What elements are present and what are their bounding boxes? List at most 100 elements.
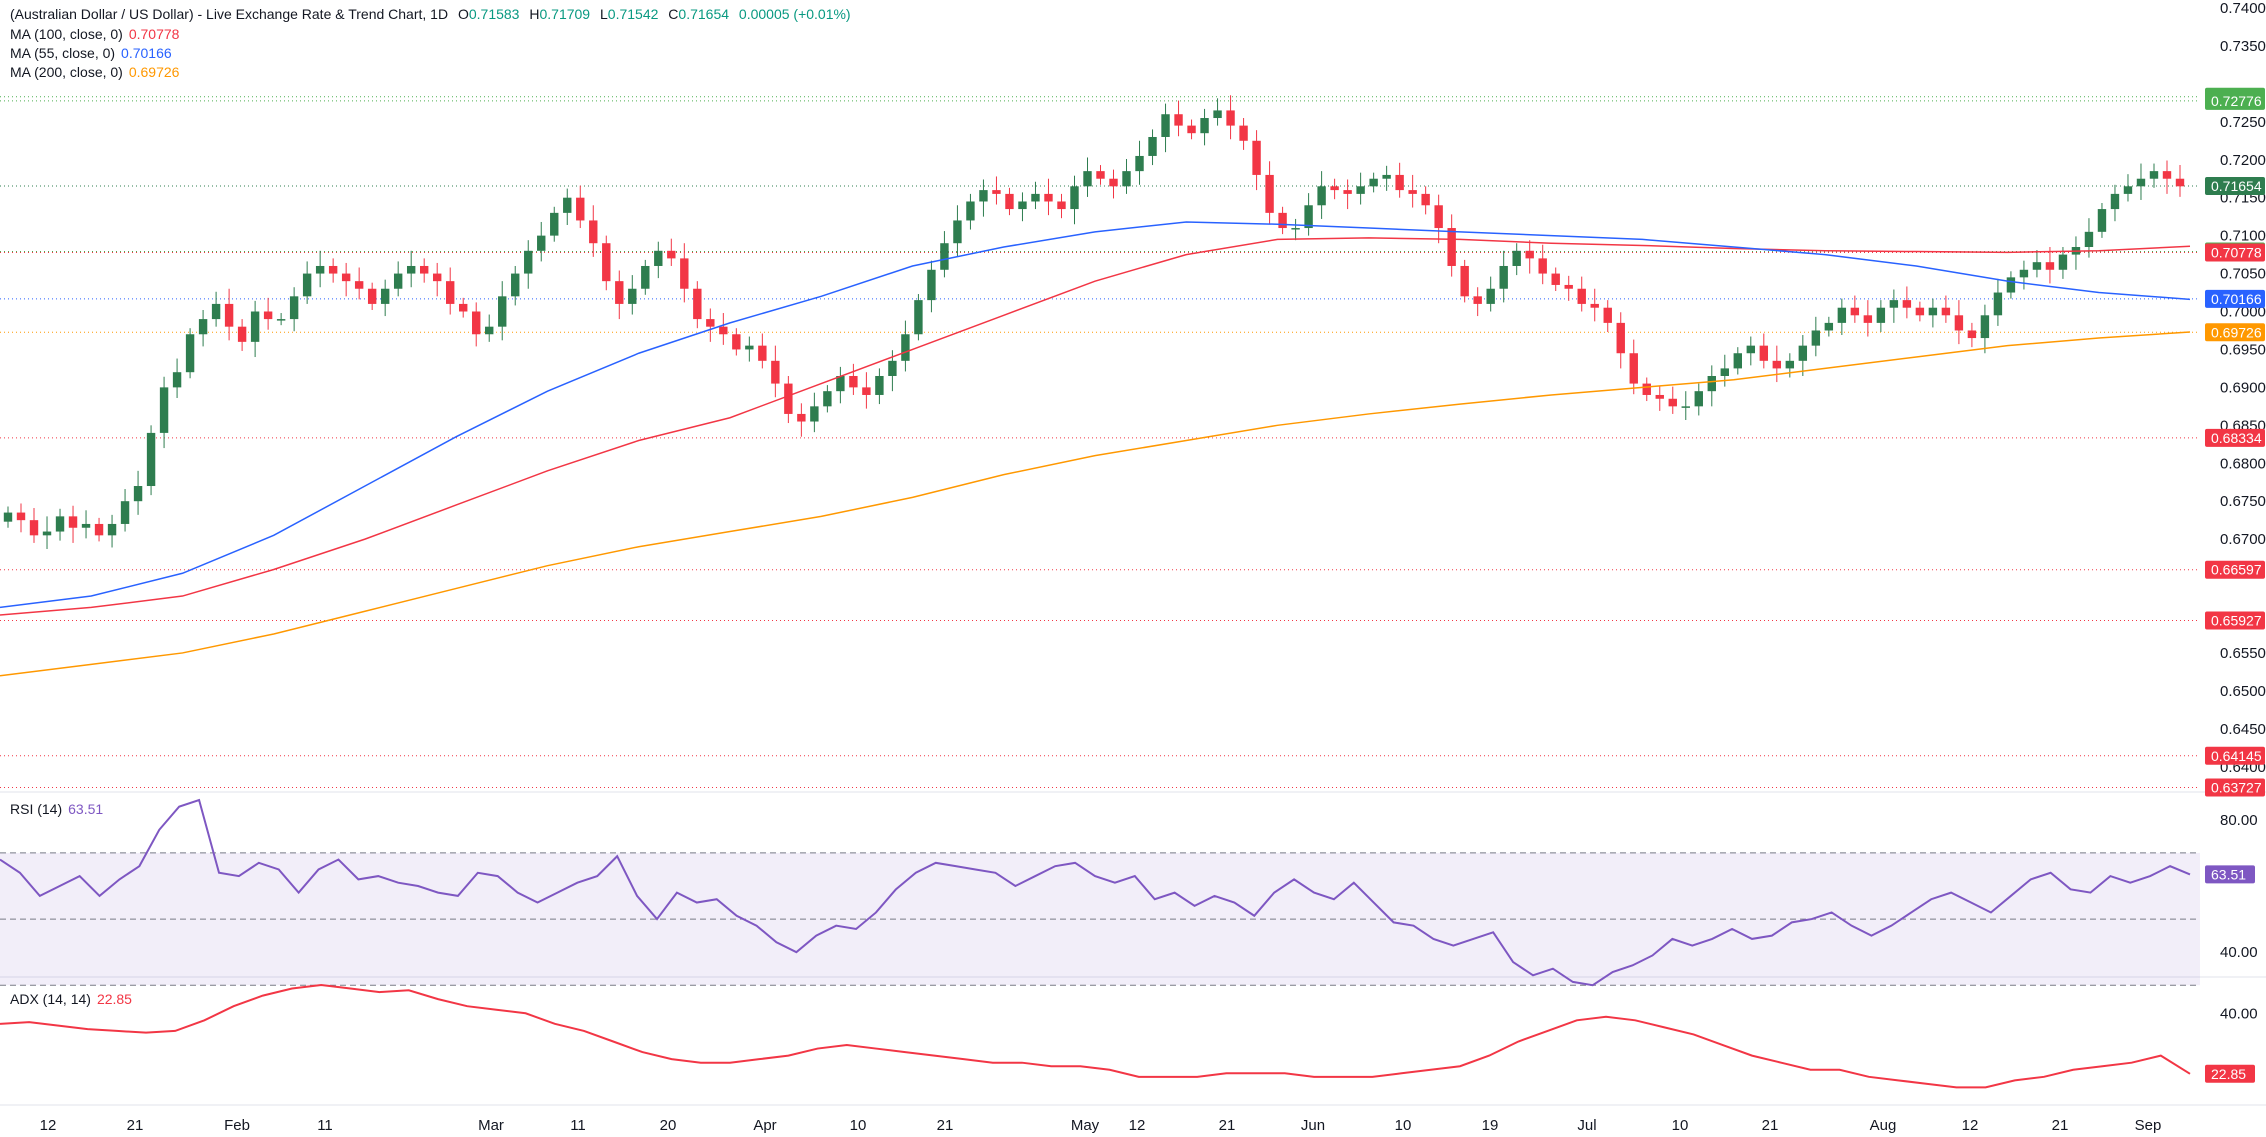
candle-body[interactable] [1551, 273, 1560, 285]
candle-body[interactable] [1265, 174, 1274, 213]
candle-body[interactable] [2084, 231, 2094, 248]
candle-body[interactable] [1057, 201, 1066, 210]
candle-body[interactable] [888, 360, 897, 376]
candle-body[interactable] [237, 326, 247, 342]
candle-body[interactable] [862, 387, 871, 395]
candle-body[interactable] [107, 523, 117, 536]
candle-body[interactable] [1369, 178, 1378, 187]
candle-body[interactable] [1122, 171, 1131, 187]
candle-body[interactable] [1018, 201, 1027, 210]
candle-body[interactable] [2032, 262, 2042, 270]
adx-legend[interactable]: ADX (14, 14) 22.85 [10, 990, 138, 1008]
candle-body[interactable] [1915, 307, 1925, 316]
candle-body[interactable] [1642, 383, 1651, 395]
candle-body[interactable] [1967, 330, 1977, 339]
candle-body[interactable] [419, 265, 429, 274]
candle-body[interactable] [667, 250, 676, 259]
candle-body[interactable] [1720, 368, 1729, 376]
candle-body[interactable] [1460, 265, 1469, 297]
candle-body[interactable] [2006, 277, 2016, 293]
candle-body[interactable] [2162, 171, 2172, 179]
candle-body[interactable] [498, 296, 507, 327]
candle-body[interactable] [1096, 171, 1105, 179]
candle-body[interactable] [315, 265, 325, 274]
candle-body[interactable] [1616, 322, 1625, 354]
candle-body[interactable] [927, 269, 936, 301]
candle-body[interactable] [1317, 186, 1326, 206]
candle-body[interactable] [120, 501, 130, 524]
candle-body[interactable] [706, 319, 715, 327]
candle-body[interactable] [1252, 140, 1261, 175]
candle-body[interactable] [615, 281, 624, 304]
candle-body[interactable] [198, 319, 208, 335]
candle-body[interactable] [1421, 193, 1430, 206]
candle-body[interactable] [42, 531, 52, 536]
candle-body[interactable] [563, 197, 572, 213]
candle-body[interactable] [1577, 288, 1586, 304]
candle-body[interactable] [1174, 114, 1183, 126]
candle-body[interactable] [875, 375, 884, 395]
candle-body[interactable] [550, 212, 559, 236]
candle-body[interactable] [797, 413, 806, 422]
candle-body[interactable] [940, 243, 949, 270]
candle-body[interactable] [1486, 288, 1495, 304]
candle-body[interactable] [1070, 186, 1079, 210]
candle-body[interactable] [1356, 186, 1365, 194]
candle-body[interactable] [1759, 345, 1769, 361]
candle-body[interactable] [459, 303, 468, 312]
candle-body[interactable] [719, 326, 728, 335]
candle-body[interactable] [1668, 398, 1677, 407]
candle-body[interactable] [1499, 265, 1508, 289]
candle-body[interactable] [1200, 118, 1209, 134]
candle-body[interactable] [992, 190, 1001, 194]
candle-body[interactable] [680, 258, 689, 289]
candle-body[interactable] [1564, 284, 1573, 289]
candle-body[interactable] [68, 516, 78, 528]
candle-body[interactable] [289, 296, 299, 320]
candle-body[interactable] [1109, 178, 1118, 187]
candle-body[interactable] [1291, 228, 1300, 230]
candle-body[interactable] [29, 520, 39, 536]
candle-body[interactable] [745, 345, 754, 350]
candle-body[interactable] [1447, 228, 1456, 266]
candle-body[interactable] [1473, 296, 1482, 304]
candle-body[interactable] [133, 486, 143, 502]
candle-body[interactable] [1629, 353, 1638, 384]
candle-body[interactable] [654, 250, 663, 266]
candle-body[interactable] [576, 197, 585, 221]
candle-body[interactable] [250, 311, 260, 342]
candle-body[interactable] [602, 243, 611, 282]
candle-body[interactable] [1772, 360, 1782, 369]
candle-body[interactable] [2019, 269, 2029, 278]
candle-body[interactable] [784, 383, 793, 414]
candle-body[interactable] [1304, 205, 1313, 229]
candle-body[interactable] [953, 220, 962, 244]
candle-body[interactable] [341, 273, 351, 282]
candle-body[interactable] [81, 523, 91, 528]
candle-body[interactable] [2097, 209, 2107, 232]
candle-body[interactable] [1538, 258, 1547, 274]
candle-body[interactable] [1993, 292, 2003, 316]
candle-body[interactable] [159, 387, 169, 433]
candle-body[interactable] [1044, 193, 1053, 202]
candle-body[interactable] [393, 273, 403, 289]
candle-body[interactable] [1330, 186, 1339, 191]
candle-body[interactable] [276, 319, 286, 321]
candle-body[interactable] [406, 265, 416, 274]
candle-body[interactable] [1408, 190, 1417, 194]
candle-body[interactable] [1148, 136, 1157, 156]
candle-body[interactable] [3, 512, 13, 522]
candle-body[interactable] [979, 190, 988, 202]
candle-body[interactable] [1941, 307, 1951, 316]
candle-body[interactable] [472, 311, 481, 335]
ma200-legend[interactable]: MA (200, close, 0) 0.69726 [10, 63, 185, 81]
candle-body[interactable] [836, 375, 845, 392]
candle-body[interactable] [2175, 178, 2185, 187]
candle-body[interactable] [1785, 360, 1795, 369]
candle-body[interactable] [1226, 110, 1235, 126]
candle-body[interactable] [1850, 307, 1860, 316]
candle-body[interactable] [1382, 174, 1391, 179]
candle-body[interactable] [1213, 110, 1222, 119]
candle-body[interactable] [185, 334, 195, 373]
